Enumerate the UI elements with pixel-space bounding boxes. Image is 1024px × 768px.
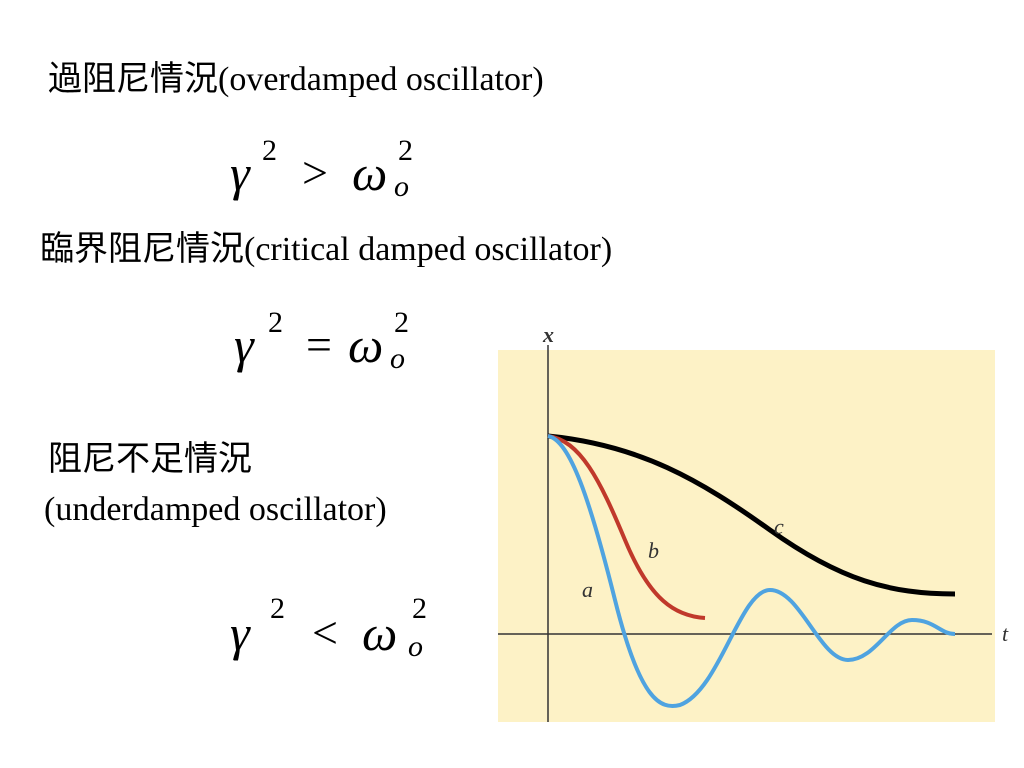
curve-label: c [774, 514, 784, 539]
symbol: γ [230, 145, 251, 201]
axis-label: x [542, 322, 554, 347]
symbol: ω [348, 317, 383, 373]
curve-label: a [582, 577, 593, 602]
operator: < [312, 607, 338, 658]
formula: γ 2 < ω o 2 [230, 592, 427, 663]
heading: (underdamped oscillator) [44, 491, 387, 528]
superscript: 2 [412, 592, 427, 625]
superscript: 2 [398, 134, 413, 167]
curve-c [547, 433, 956, 597]
operator: > [302, 147, 328, 198]
superscript: 2 [268, 306, 283, 339]
symbol: ω [352, 145, 387, 201]
operator: = [306, 319, 332, 370]
superscript: 2 [394, 306, 409, 339]
graph-background [498, 350, 995, 722]
superscript: 2 [262, 134, 277, 167]
axis-label: t [1002, 621, 1009, 646]
formula: γ 2 = ω o 2 [234, 306, 409, 375]
symbol: γ [230, 605, 251, 661]
symbol: ω [362, 605, 397, 661]
subscript: o [390, 342, 405, 375]
superscript: 2 [270, 592, 285, 625]
curve-b [547, 434, 706, 620]
heading: 臨界阻尼情況(critical damped oscillator) [40, 230, 612, 268]
curve-label: b [648, 538, 659, 563]
subscript: o [394, 170, 409, 203]
curve-a [547, 434, 956, 708]
heading: 阻尼不足情況 [48, 441, 252, 478]
symbol: γ [234, 317, 255, 373]
damping-graph: x t a b c [498, 322, 1009, 722]
formula: γ 2 > ω o 2 [230, 134, 413, 203]
heading: 過阻尼情況(overdamped oscillator) [48, 61, 544, 98]
subscript: o [408, 630, 423, 663]
